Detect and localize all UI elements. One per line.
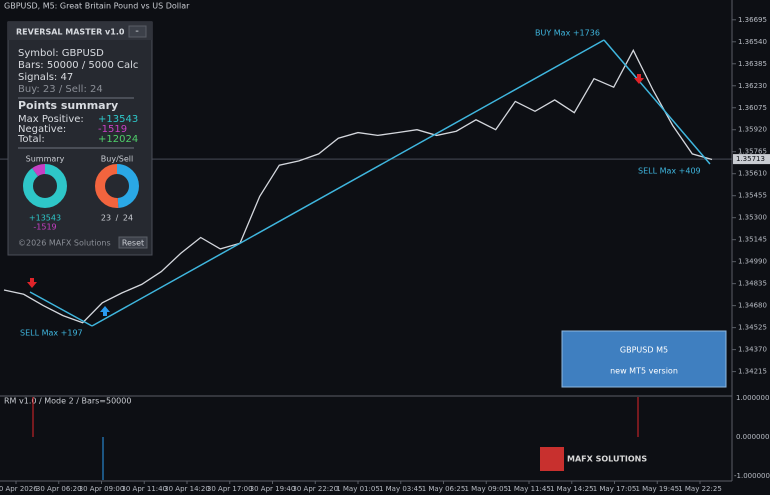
donut-label: / bbox=[116, 214, 119, 223]
row-label: Max Positive: bbox=[18, 114, 84, 125]
y-tick-label: 1.34680 bbox=[738, 302, 767, 310]
y-tick-label: 1.35145 bbox=[738, 236, 767, 244]
indicator-tick: 0.000000 bbox=[736, 433, 769, 441]
annotation: SELL Max +197 bbox=[20, 329, 83, 338]
x-tick-label: 1 May 03:45 bbox=[379, 485, 423, 493]
y-tick-label: 1.36540 bbox=[738, 38, 767, 46]
overlay-text: new MT5 version bbox=[610, 367, 678, 376]
overlay-box bbox=[561, 330, 727, 388]
current-price-label: 1.35713 bbox=[736, 155, 765, 163]
y-tick-label: 1.36385 bbox=[738, 60, 767, 68]
signal-line bbox=[91, 39, 605, 327]
signal-line bbox=[603, 39, 711, 165]
donut-segment bbox=[95, 164, 139, 208]
chart-title: Summary bbox=[26, 155, 65, 164]
x-tick-label: 1 May 14:25 bbox=[550, 485, 594, 493]
panel-line: Symbol: GBPUSD bbox=[18, 48, 104, 59]
panel-line: Bars: 50000 / 5000 Calc bbox=[18, 60, 138, 71]
y-tick-label: 1.35920 bbox=[738, 126, 767, 134]
panel bbox=[7, 21, 153, 256]
sell-arrow bbox=[27, 278, 37, 288]
x-tick-label: 1 May 06:25 bbox=[422, 485, 466, 493]
y-tick-label: 1.36075 bbox=[738, 104, 767, 112]
x-tick-label: 1 May 09:05 bbox=[464, 485, 508, 493]
indicator-tick: -1.000000 bbox=[734, 472, 770, 480]
x-tick-label: 30 Apr 06:20 bbox=[36, 485, 82, 493]
current-price-box bbox=[733, 154, 770, 165]
logo: MAFX SOLUTIONS bbox=[567, 455, 647, 464]
row-value: +13543 bbox=[98, 114, 138, 125]
overlay-text: GBPUSD M5 bbox=[620, 346, 668, 355]
y-tick-label: 1.34215 bbox=[738, 368, 767, 376]
y-tick-label: 1.36695 bbox=[738, 16, 767, 24]
panel-line: Buy: 23 / Sell: 24 bbox=[18, 84, 103, 95]
x-tick-label: 1 May 22:25 bbox=[678, 485, 722, 493]
donut-label: -1519 bbox=[33, 223, 56, 232]
x-tick-label: 30 Apr 17:00 bbox=[207, 485, 253, 493]
x-tick-label: 1 May 11:45 bbox=[507, 485, 551, 493]
donut-label: 24 bbox=[123, 214, 133, 223]
row-label: Total: bbox=[17, 134, 45, 145]
x-tick-label: 30 Apr 19:40 bbox=[250, 485, 296, 493]
x-tick-label: 1 May 01:05 bbox=[336, 485, 380, 493]
x-tick-label: 30 Apr 14:20 bbox=[164, 485, 210, 493]
signal-line bbox=[29, 291, 93, 327]
annotation: SELL Max +409 bbox=[638, 167, 701, 176]
minimize-button[interactable] bbox=[128, 25, 147, 38]
y-tick-label: 1.35610 bbox=[738, 170, 767, 178]
y-tick-label: 1.34525 bbox=[738, 324, 767, 332]
y-tick-label: 1.36230 bbox=[738, 82, 767, 90]
logo-icon bbox=[540, 447, 564, 471]
y-tick-label: 1.35765 bbox=[738, 148, 767, 156]
annotation: BUY Max +1736 bbox=[535, 29, 600, 38]
indicator-tick: 1.000000 bbox=[736, 394, 769, 402]
x-tick-label: 30 Apr 22:20 bbox=[292, 485, 338, 493]
panel-footer: ©2026 MAFX Solutions bbox=[18, 239, 111, 248]
x-tick-label: 1 May 19:45 bbox=[635, 485, 679, 493]
reset-button[interactable] bbox=[118, 236, 148, 249]
y-tick-label: 1.35455 bbox=[738, 192, 767, 200]
buy-arrow bbox=[100, 306, 110, 316]
divider bbox=[18, 97, 134, 99]
panel-titlebar bbox=[8, 22, 152, 40]
panel-line: Signals: 47 bbox=[18, 72, 73, 83]
indicator-label: RM v1.0 / Mode 2 / Bars=50000 bbox=[4, 397, 131, 406]
y-tick-label: 1.34990 bbox=[738, 258, 767, 266]
donut-label: 23 bbox=[101, 214, 111, 223]
x-tick-label: 30 Apr 09:00 bbox=[79, 485, 125, 493]
x-tick-label: 30 Apr 11:40 bbox=[121, 485, 167, 493]
panel-title: REVERSAL MASTER v1.0 bbox=[16, 28, 125, 37]
reset-label[interactable]: Reset bbox=[122, 239, 144, 248]
row-value: +12024 bbox=[98, 134, 138, 145]
row-value: -1519 bbox=[98, 124, 127, 135]
minimize-label[interactable]: - bbox=[135, 26, 139, 37]
sell-arrow bbox=[634, 74, 644, 84]
y-tick-label: 1.35300 bbox=[738, 214, 767, 222]
chart-header: GBPUSD, M5: Great Britain Pound vs US Do… bbox=[4, 2, 190, 11]
points-title: Points summary bbox=[18, 99, 118, 112]
donut-segment bbox=[23, 164, 67, 208]
price-line bbox=[3, 48, 713, 324]
row-label: Negative: bbox=[18, 124, 66, 135]
y-tick-label: 1.34370 bbox=[738, 346, 767, 354]
chart-title: Buy/Sell bbox=[101, 155, 133, 164]
donut-label: +13543 bbox=[29, 214, 61, 223]
divider bbox=[18, 147, 134, 149]
x-tick-label: 1 May 17:05 bbox=[593, 485, 637, 493]
x-tick-label: 30 Apr 2026 bbox=[0, 485, 38, 493]
y-tick-label: 1.34835 bbox=[738, 280, 767, 288]
